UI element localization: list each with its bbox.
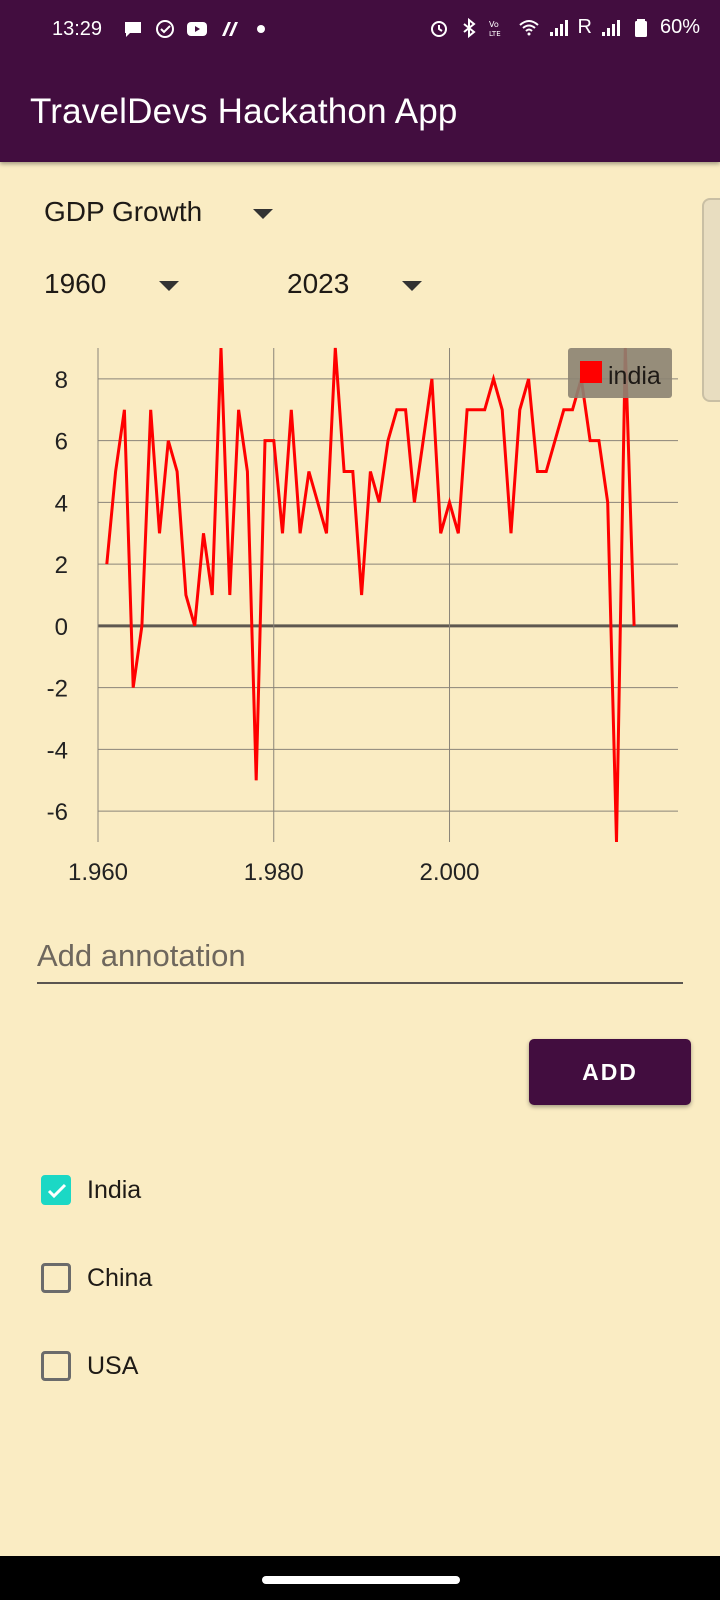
x-tick-label: 1,960 — [68, 859, 128, 880]
chevron-down-icon — [402, 281, 422, 291]
dot-icon — [257, 25, 265, 33]
country-label: India — [87, 1175, 142, 1204]
y-tick-label: 2 — [55, 552, 68, 579]
country-label: USA — [87, 1351, 139, 1380]
youtube-icon — [187, 22, 207, 36]
y-tick-label: -4 — [47, 737, 68, 764]
gdp-chart: 8 6 4 2 0 -2 -4 -6 1,960 1,980 2,000 india — [0, 340, 720, 886]
end-year-dropdown[interactable]: 2023 — [287, 268, 427, 308]
chevron-down-icon — [159, 281, 179, 291]
y-tick-label: 8 — [55, 367, 68, 394]
svg-text:LTE: LTE — [489, 30, 501, 38]
status-bar: 13:29 Vo LTE R 60% — [0, 0, 720, 62]
battery-icon — [634, 18, 647, 37]
end-year-value: 2023 — [287, 268, 350, 299]
start-year-value: 1960 — [44, 268, 107, 299]
message-icon — [125, 22, 141, 37]
app-icon — [222, 22, 238, 36]
checkbox[interactable] — [41, 1351, 71, 1381]
alarm-icon — [430, 20, 447, 37]
wifi-icon — [518, 19, 539, 35]
svg-text:Vo: Vo — [489, 20, 499, 29]
signal-icon — [601, 19, 620, 36]
x-tick-label: 2,000 — [419, 859, 479, 880]
metric-dropdown[interactable]: GDP Growth — [44, 196, 274, 236]
signal-icon — [549, 19, 568, 36]
network-label: R — [577, 16, 592, 38]
y-tick-label: 6 — [55, 429, 68, 456]
check-icon — [47, 1183, 67, 1199]
battery-percent: 60% — [659, 16, 700, 38]
app-title: TravelDevs Hackathon App — [30, 92, 458, 131]
app-bar: 13:29 Vo LTE R 60% TravelDevs Hackathon A… — [0, 0, 720, 162]
x-tick-label: 1,980 — [244, 859, 304, 880]
y-tick-label: 0 — [55, 614, 68, 641]
legend-swatch — [580, 361, 602, 383]
metric-value: GDP Growth — [44, 196, 203, 227]
chevron-down-icon — [253, 209, 273, 219]
country-checkbox-china[interactable]: China — [41, 1258, 152, 1298]
checkbox[interactable] — [41, 1175, 71, 1205]
check-icon — [156, 20, 174, 38]
y-tick-label: 4 — [55, 490, 68, 517]
legend-box — [568, 348, 672, 398]
country-label: China — [87, 1263, 153, 1292]
annotation-input[interactable] — [37, 930, 683, 984]
gdp-line-chart: 8 6 4 2 0 -2 -4 -6 1,960 1,980 2,000 india — [47, 347, 678, 886]
scrollbar[interactable] — [702, 198, 720, 402]
y-tick-label: -2 — [47, 676, 68, 703]
navigation-bar — [0, 1556, 720, 1600]
status-time: 13:29 — [52, 18, 103, 40]
country-checkbox-india[interactable]: India — [41, 1170, 141, 1210]
legend-label: india — [608, 362, 661, 390]
bluetooth-icon — [462, 17, 476, 38]
home-gesture-bar[interactable] — [262, 1576, 460, 1584]
start-year-dropdown[interactable]: 1960 — [44, 268, 184, 308]
y-tick-label: -6 — [47, 799, 68, 826]
add-button[interactable]: ADD — [529, 1039, 691, 1105]
country-checkbox-usa[interactable]: USA — [41, 1346, 138, 1386]
checkbox[interactable] — [41, 1263, 71, 1293]
